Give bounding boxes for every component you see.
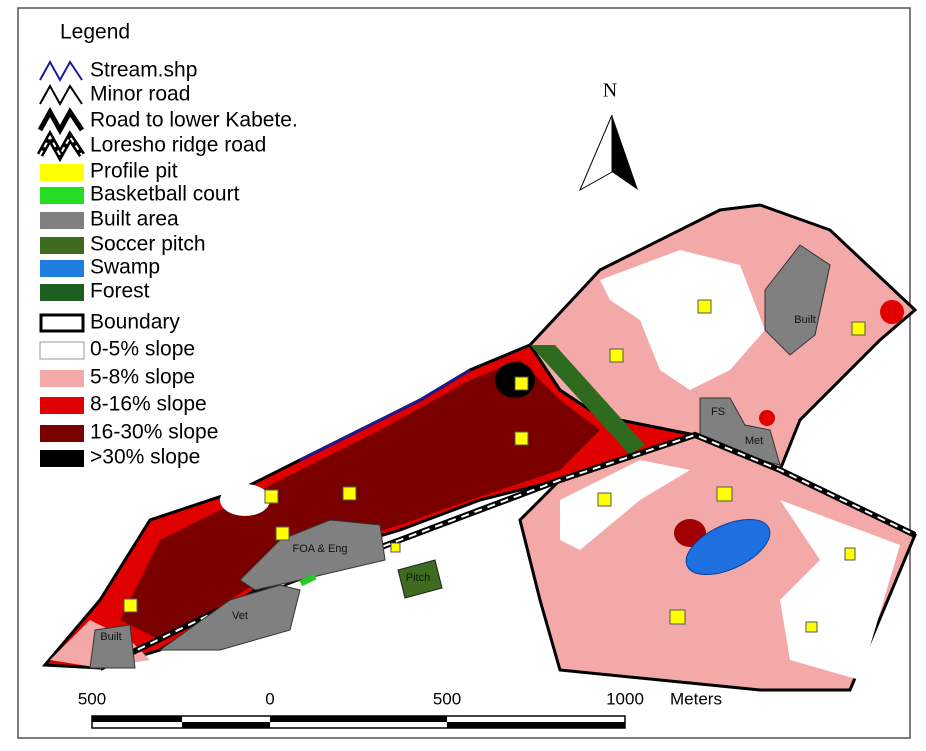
- legend-label: Loresho ridge road: [90, 134, 266, 157]
- map-label: Pitch: [406, 572, 430, 584]
- slope-area: [120, 360, 600, 640]
- legend-label: 0-5% slope: [90, 338, 195, 361]
- legend-label: Stream.shp: [90, 59, 197, 82]
- built-area: [89, 624, 136, 669]
- basketball-court: [299, 573, 317, 587]
- legend-label: 5-8% slope: [90, 366, 195, 389]
- legend-label: Basketball court: [90, 183, 240, 206]
- north-arrow: [612, 115, 638, 190]
- slope-area: [560, 460, 690, 550]
- swamp: [685, 518, 771, 576]
- forest: [530, 345, 645, 455]
- soccer-pitch: [397, 559, 443, 599]
- legend-label: >30% slope: [90, 446, 200, 469]
- legend-label: Profile pit: [90, 160, 178, 183]
- slope-area: [880, 300, 904, 324]
- legend-label: Built area: [90, 208, 179, 231]
- scale-label: 500: [433, 689, 461, 708]
- legend-label: Soccer pitch: [90, 233, 206, 256]
- built-area: [764, 244, 831, 356]
- legend-label: Minor road: [90, 83, 190, 106]
- map: Built FS Met FOA & Eng Pitch Vet Built: [41, 203, 918, 692]
- legend-label: Swamp: [90, 256, 160, 279]
- stream: [299, 368, 471, 462]
- legend-title: Legend: [60, 21, 130, 44]
- profile-pits: [123, 299, 866, 633]
- map-label: FOA & Eng: [292, 543, 347, 555]
- legend-label: 16-30% slope: [90, 421, 218, 444]
- scale-label: 0: [265, 689, 274, 708]
- legend-label: Road to lower Kabete.: [90, 109, 298, 132]
- scale-unit: Meters: [670, 689, 722, 708]
- map-label: Built: [100, 631, 121, 643]
- built-area: [158, 584, 301, 651]
- slope-area: [600, 250, 765, 390]
- slope-area: [220, 484, 270, 516]
- scale-bar: 500 0 500 1000 Meters: [78, 689, 722, 729]
- map-label: Met: [745, 435, 763, 447]
- map-label: Built: [794, 314, 815, 326]
- legend-label: Boundary: [90, 311, 180, 334]
- map-label: Vet: [232, 610, 248, 622]
- legend-label: Forest: [90, 280, 150, 303]
- scale-label: 1000: [606, 689, 644, 708]
- scale-label: 500: [78, 689, 106, 708]
- slope-area: [780, 500, 900, 680]
- slope-area: [759, 410, 775, 426]
- map-label: FS: [711, 406, 725, 418]
- legend-symbols: [36, 59, 85, 467]
- legend-label: 8-16% slope: [90, 393, 207, 416]
- north-label: N: [603, 80, 617, 102]
